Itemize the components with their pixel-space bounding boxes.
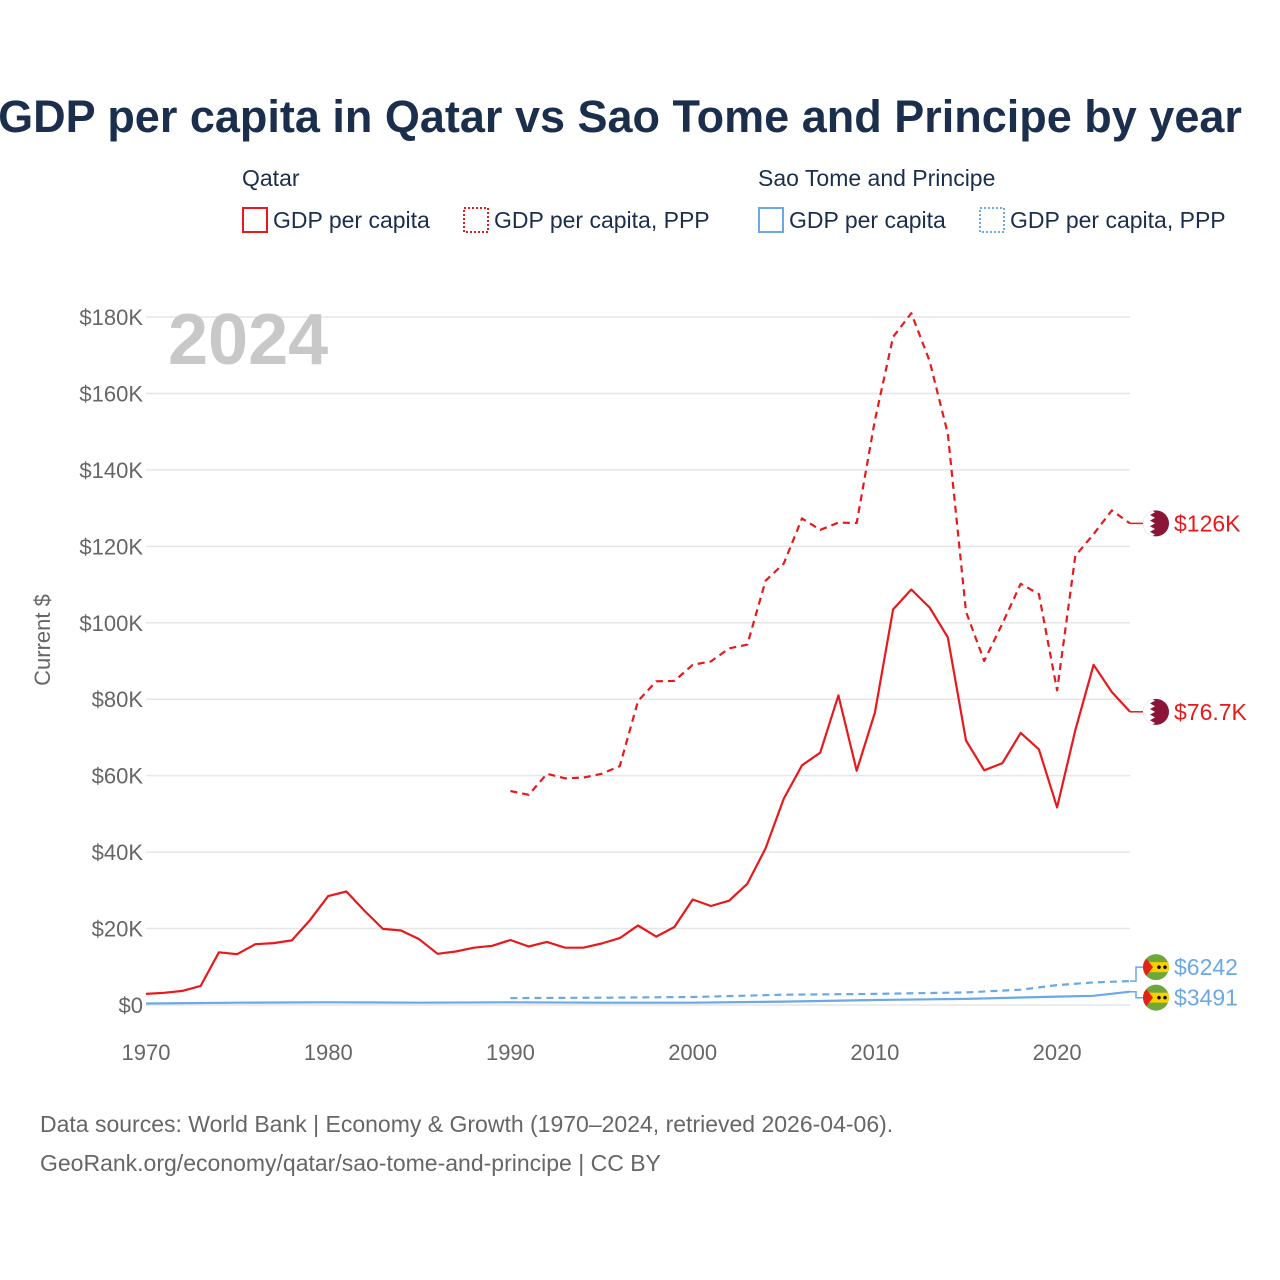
x-tick-label: 2010 (850, 1040, 899, 1065)
y-tick-label: $40K (92, 840, 144, 865)
x-tick-label: 2000 (668, 1040, 717, 1065)
x-axis: 1970 1980 1990 2000 2010 2020 (122, 1040, 1082, 1065)
legend-item-label[interactable]: GDP per capita, PPP (1010, 207, 1226, 233)
x-tick-label: 1970 (122, 1040, 171, 1065)
y-tick-label: $60K (92, 764, 144, 789)
x-tick-label: 1990 (486, 1040, 535, 1065)
source-line-1: Data sources: World Bank | Economy & Gro… (40, 1111, 893, 1137)
series-line-qatar-gdp-per-capita-ppp[interactable] (510, 312, 1131, 796)
x-tick-label: 1980 (304, 1040, 353, 1065)
end-markers: $76.7K $126K $3491 $6242 (1130, 510, 1248, 1011)
end-connector (1130, 966, 1143, 982)
legend-item-label[interactable]: GDP per capita, PPP (494, 207, 710, 233)
legend-swatch-dotted[interactable] (979, 207, 1005, 233)
y-tick-label: $80K (92, 687, 144, 712)
source-line-2[interactable]: GeoRank.org/economy/qatar/sao-tome-and-p… (40, 1150, 661, 1176)
gridlines (146, 316, 1130, 1006)
x-tick-label: 2020 (1033, 1040, 1082, 1065)
legend: Qatar GDP per capita GDP per capita, PPP Sa… (242, 165, 1226, 233)
y-tick-label: $160K (79, 381, 143, 406)
y-tick-label: $0 (119, 993, 143, 1018)
end-value-label: $76.7K (1174, 699, 1248, 725)
series-line-sao-tome-and-principe-gdp-per-capita[interactable] (145, 990, 1131, 1005)
legend-item-label[interactable]: GDP per capita (789, 207, 946, 233)
legend-swatch-solid[interactable] (758, 207, 784, 233)
end-value-label: $6242 (1174, 954, 1238, 980)
y-tick-label: $140K (79, 458, 143, 483)
end-value-label: $3491 (1174, 985, 1238, 1011)
y-axis: $0 $20K $40K $60K $80K $100K $120K $140K $160K $1… (79, 305, 143, 1018)
year-watermark: 2024 (168, 300, 328, 380)
legend-item-label[interactable]: GDP per capita (273, 207, 430, 233)
legend-group-title: Sao Tome and Principe (758, 165, 995, 191)
y-tick-label: $120K (79, 534, 143, 559)
sao-tome-flag-icon (1143, 954, 1169, 981)
legend-swatch-solid[interactable] (242, 207, 268, 233)
series-line-qatar-gdp-per-capita[interactable] (145, 588, 1131, 995)
y-tick-label: $180K (79, 305, 143, 330)
y-axis-title: Current $ (30, 594, 55, 686)
y-tick-label: $20K (92, 917, 144, 942)
end-connector (1130, 990, 1143, 999)
sao-tome-flag-icon (1143, 984, 1169, 1011)
series-line-sao-tome-and-principe-gdp-per-capita-ppp[interactable] (510, 980, 1131, 1000)
legend-group-title: Qatar (242, 165, 300, 191)
chart-title: GDP per capita in Qatar vs Sao Tome and … (0, 91, 1242, 142)
legend-swatch-dotted[interactable] (463, 207, 489, 233)
qatar-flag-icon (1143, 510, 1169, 537)
y-tick-label: $100K (79, 611, 143, 636)
series-group (145, 312, 1131, 1005)
qatar-flag-icon (1143, 698, 1169, 725)
end-value-label: $126K (1174, 510, 1241, 536)
